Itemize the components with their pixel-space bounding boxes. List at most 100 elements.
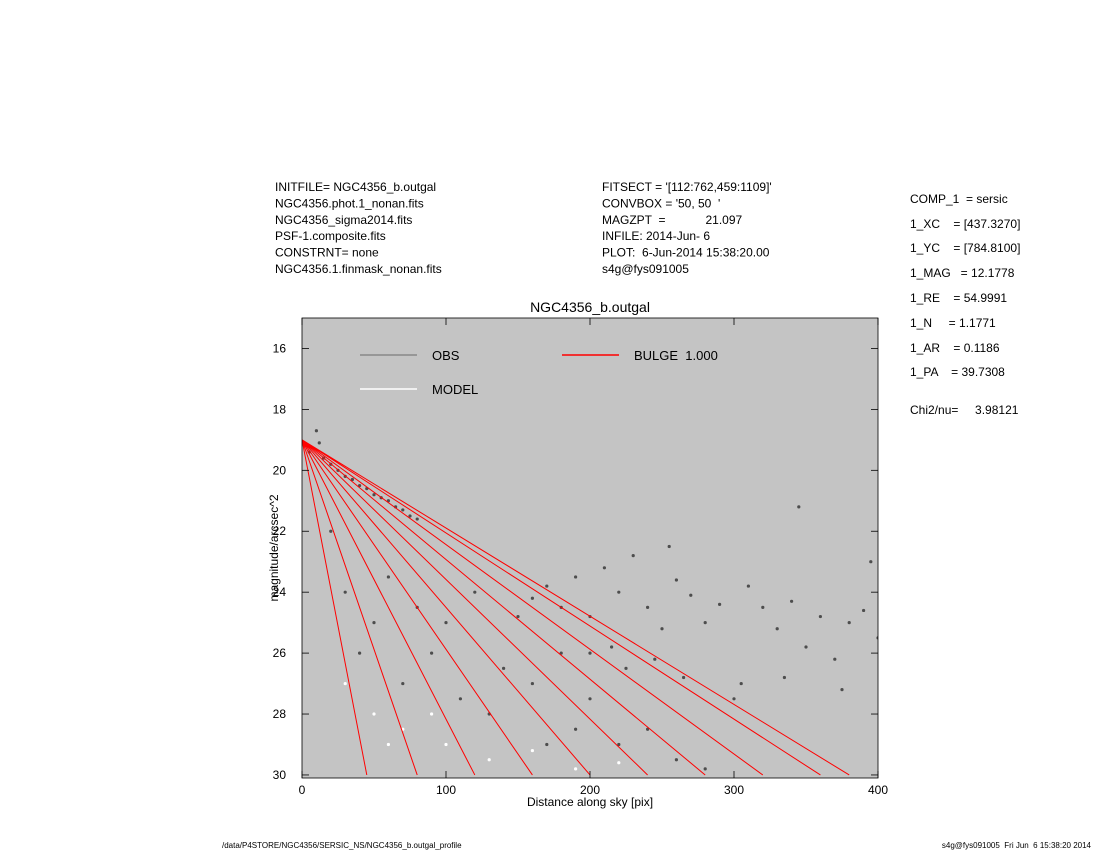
- header-left-line: NGC4356_sigma2014.fits: [275, 213, 412, 227]
- data-point: [840, 688, 844, 692]
- data-point: [314, 429, 318, 433]
- x-axis-label: Distance along sky [pix]: [527, 795, 653, 809]
- data-point: [372, 621, 376, 625]
- header-middle-line: INFILE: 2014-Jun- 6: [602, 229, 710, 243]
- model-line: [302, 439, 850, 776]
- header-right-line: 1_N = 1.1771: [910, 316, 996, 330]
- data-point: [732, 697, 736, 701]
- header-right-line: 1_XC = [437.3270]: [910, 217, 1020, 231]
- header-middle-line: MAGZPT = 21.097: [602, 213, 742, 227]
- data-point: [574, 767, 578, 771]
- x-tick-label: 200: [580, 783, 600, 797]
- data-point: [646, 727, 650, 731]
- data-point: [458, 697, 462, 701]
- plot-background: [302, 318, 878, 778]
- header-right-line: COMP_1 = sersic: [910, 192, 1008, 206]
- data-point: [317, 441, 321, 445]
- data-point: [430, 651, 434, 655]
- data-point: [646, 605, 650, 610]
- data-point: [847, 621, 851, 625]
- header-left-line: INITFILE= NGC4356_b.outgal: [275, 180, 436, 194]
- header-middle-line: CONVBOX = '50, 50 ': [602, 196, 720, 210]
- legend-label: BULGE 1.000: [634, 348, 718, 363]
- data-point: [358, 651, 362, 655]
- header-middle-line: FITSECT = '[112:762,459:1109]': [602, 180, 772, 194]
- data-point: [574, 727, 578, 731]
- data-point: [343, 681, 347, 686]
- header-right-line: 1_PA = 39.7308: [910, 365, 1005, 379]
- data-point: [408, 514, 412, 518]
- x-tick-label: 300: [724, 783, 744, 797]
- data-point: [790, 599, 794, 603]
- y-tick-label: 20: [273, 463, 287, 477]
- chart-title: NGC4356_b.outgal: [530, 299, 650, 315]
- data-point: [401, 681, 405, 686]
- x-tick-label: 100: [436, 783, 456, 797]
- x-tick-label: 400: [868, 783, 888, 797]
- data-point: [624, 666, 628, 670]
- header-left-line: PSF-1.composite.fits: [275, 229, 386, 243]
- data-point: [797, 505, 801, 509]
- data-point: [430, 712, 434, 716]
- y-tick-label: 28: [273, 707, 287, 721]
- data-point: [746, 584, 751, 588]
- data-point: [372, 493, 376, 497]
- data-point: [674, 578, 679, 582]
- y-tick-label: 24: [273, 585, 287, 599]
- data-point: [350, 477, 354, 482]
- header-right-line: Chi2/nu= 3.98121: [910, 403, 1019, 417]
- data-point: [610, 645, 614, 649]
- header-right-line: 1_RE = 54.9991: [910, 291, 1007, 305]
- data-point: [862, 608, 866, 613]
- legend-label: OBS: [432, 348, 460, 363]
- data-point: [689, 593, 693, 597]
- data-point: [473, 590, 477, 594]
- data-point: [818, 614, 823, 619]
- data-point: [869, 560, 873, 564]
- data-point: [545, 742, 549, 747]
- data-point: [358, 483, 362, 488]
- header-left-line: NGC4356.1.finmask_nonan.fits: [275, 262, 442, 276]
- x-tick-label: 0: [299, 783, 306, 797]
- header-left-line: NGC4356.phot.1_nonan.fits: [275, 196, 424, 210]
- data-point: [401, 508, 405, 512]
- data-point: [782, 675, 787, 680]
- data-point: [833, 657, 837, 661]
- data-point: [530, 596, 535, 600]
- data-point: [703, 621, 707, 625]
- data-point: [386, 742, 390, 747]
- data-point: [588, 697, 592, 701]
- data-point: [739, 681, 743, 686]
- header-right-line: 1_MAG = 12.1778: [910, 266, 1015, 280]
- data-point: [372, 712, 376, 716]
- y-tick-label: 26: [273, 646, 287, 660]
- y-tick-label: 22: [273, 524, 287, 538]
- data-point: [660, 627, 664, 631]
- data-point: [502, 666, 506, 670]
- data-point: [653, 657, 657, 661]
- data-point: [559, 651, 563, 655]
- data-point: [588, 651, 592, 655]
- data-point: [703, 767, 707, 771]
- data-point: [775, 627, 779, 631]
- legend-label: MODEL: [432, 382, 478, 397]
- data-point: [487, 758, 491, 762]
- header-left-line: CONSTRNT= none: [275, 246, 379, 260]
- data-point: [617, 590, 621, 594]
- y-tick-label: 16: [273, 341, 287, 355]
- header-middle-line: s4g@fys091005: [602, 262, 689, 276]
- data-point: [574, 575, 578, 579]
- footer-left: /data/P4STORE/NGC4356/SERSIC_NS/NGC4356_…: [222, 841, 462, 850]
- data-point: [617, 742, 621, 747]
- data-point: [602, 566, 607, 570]
- header-right-line: 1_YC = [784.8100]: [910, 241, 1020, 255]
- data-point: [545, 584, 549, 588]
- data-point: [530, 681, 535, 686]
- data-point: [617, 761, 621, 765]
- data-point: [761, 605, 765, 610]
- data-point: [682, 675, 686, 680]
- y-axis-label: magnitude/arcsec^2: [267, 494, 281, 601]
- plot-area: [302, 429, 878, 776]
- header-right-line: 1_AR = 0.1186: [910, 341, 1000, 355]
